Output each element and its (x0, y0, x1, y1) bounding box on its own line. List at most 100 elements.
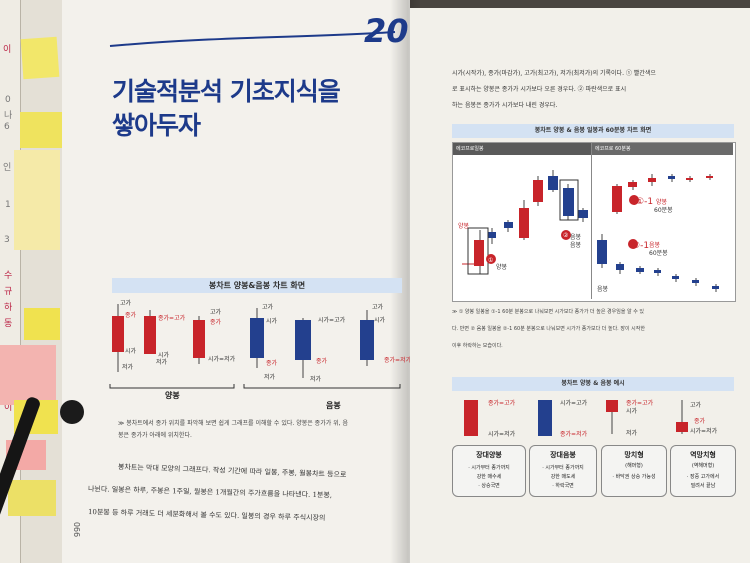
label-open: 시가 (158, 352, 170, 359)
example-top: 시가=고가 (560, 400, 588, 407)
pen-clip-top (60, 400, 84, 424)
example-extra: 종가 (694, 418, 706, 425)
intro-line: 시가(시작가), 종가(마감가), 고가(최고가), 저가(최저가)의 기록이다… (452, 70, 656, 77)
strip-char: 수 (4, 271, 13, 281)
section-band: 봉차트 양봉&음봉 차트 화면 (112, 278, 402, 293)
chart-tag-eum-4: 음봉 (597, 286, 609, 293)
label-high: 고가 (262, 304, 274, 311)
strip-char: 이 (4, 403, 13, 413)
panel-right-label: 에코프로 60분봉 (595, 146, 631, 152)
sticky-note-pale (14, 150, 60, 250)
example-candles (464, 400, 688, 436)
example-desc: · 바닥권 상승 가능성 (612, 474, 656, 480)
candle-eum (250, 318, 264, 358)
chapter-number: 20 (364, 12, 409, 50)
example-title: 장대음봉 (550, 451, 576, 459)
candle-yang (112, 316, 124, 352)
example-desc: · 하락국면 (552, 483, 574, 489)
label-open: 시가 (125, 348, 137, 355)
chart-explain: 다. 반면 ② 음봉 일봉을 ②-1 60분 분봉으로 나눠보면 시가가 종가보… (452, 326, 645, 332)
example-box: 장대음봉 · 시가부터 종가까지 강한 매도세 · 하락국면 (529, 445, 597, 497)
candle-yang (144, 316, 156, 354)
candle-eum (360, 320, 374, 360)
label-close: 종가 (210, 319, 222, 326)
chart-tag-c2: ② (563, 232, 569, 239)
example-sub: (역해머형) (691, 463, 715, 469)
yang-group-label: 양봉 (165, 391, 180, 400)
panel-divider (591, 143, 592, 299)
example-sub: (해머형) (625, 463, 643, 469)
example-box: 역망치형 (역해머형) · 장중 고가에서 밀려서 끝남 (670, 445, 736, 497)
chart-tag-eum: 음봉 (570, 234, 582, 241)
label-close: 종가 (125, 312, 137, 319)
chart-explain: ≫ ① 양봉 일봉을 ①-1 60분 분봉으로 나눠보면 시가보다 종가가 더 … (452, 309, 644, 315)
example-desc: · 상승국면 (478, 483, 500, 489)
label-high: 고가 (372, 304, 384, 311)
strip-char: 하 (4, 303, 13, 313)
example-top: 종가=고가 (626, 400, 654, 407)
label-close: 종가 (266, 360, 278, 367)
intro-line: 하는 음봉은 종가가 시가보다 내린 경우다. (452, 102, 558, 109)
stock-chart-panel (452, 142, 736, 302)
example-desc: 밀려서 끝남 (690, 483, 716, 489)
label-open: 시가 (266, 318, 278, 325)
strip-char: 0 (5, 95, 11, 105)
example-top: 고가 (690, 402, 702, 409)
example-desc: · 시가부터 종가까지 (468, 465, 510, 471)
label-open-eq-low: 시가=저가 (208, 356, 236, 363)
example-bottom: 시가=저가 (690, 428, 718, 435)
candle-yang (193, 320, 205, 358)
label-open: 시가 (374, 317, 386, 324)
sticky-note-yellow (8, 480, 56, 516)
chart-tag-60m-2: 60분봉 (649, 250, 668, 257)
label-close-eq-low: 종가=저가 (384, 357, 412, 364)
strip-char: 3 (4, 235, 10, 245)
panel-header-right (592, 143, 733, 155)
sticky-note-yellow (24, 308, 60, 340)
chart-explain: 이후 하락하는 모습이다. (452, 343, 503, 349)
strip-char: 1 (5, 200, 11, 210)
chart-note-2: 봉은 종가가 아래에 위치한다. (118, 432, 192, 439)
example-extra: 저가 (626, 430, 638, 437)
label-low: 저가 (264, 374, 276, 381)
candle-eum (295, 320, 311, 360)
example-band: 봉차트 양봉 & 음봉 예시 (452, 377, 734, 391)
strip-char: 나 (4, 111, 13, 121)
example-title: 역망치형 (690, 451, 716, 459)
strip-char: 6 (4, 122, 10, 132)
label-low: 저가 (156, 359, 168, 366)
example-box: 장대양봉 · 시가부터 종가까지 강한 매수세 · 상승국면 (452, 445, 526, 497)
page-title-line2: 쌓아두자 (112, 111, 201, 140)
example-title: 망치형 (624, 451, 644, 459)
chart-band: 봉차트 양봉 & 음봉 일봉과 60분봉 차트 화면 (452, 124, 734, 138)
chart-tag-c1-1: ①-1 (636, 197, 654, 207)
label-high: 고가 (210, 309, 222, 316)
example-desc: · 시가부터 종가까지 (542, 465, 584, 471)
candle-diagram (109, 304, 401, 389)
stock-candles (462, 170, 719, 292)
chart-tag-yang: 양봉 (458, 223, 470, 230)
sticky-note-yellow (20, 112, 62, 148)
strip-char: 동 (4, 319, 13, 329)
example-bottom: 시가=저가 (488, 431, 516, 438)
example-desc: · 장중 고가에서 (686, 474, 720, 480)
chart-tag-c1: ① (488, 257, 494, 264)
example-box: 망치형 (해머형) · 바닥권 상승 가능성 (601, 445, 667, 497)
strip-char: 이 (3, 45, 12, 55)
example-desc: 강한 매수세 (476, 474, 502, 480)
label-open-eq-high: 시가=고가 (318, 317, 346, 324)
strip-char: 인 (3, 163, 12, 173)
label-low: 저가 (122, 364, 134, 371)
label-close: 종가 (316, 358, 328, 365)
chart-tag-eum-2: 음봉 (570, 242, 582, 249)
chart-tag-eum-3: 음봉 (649, 242, 661, 249)
example-bottom: 시가 (626, 408, 638, 415)
label-high: 고가 (120, 300, 132, 307)
chart-note: ≫ 봉차트에서 종가 위치를 파악해 보면 쉽게 그래프를 이해할 수 있다. … (118, 420, 348, 427)
eum-group-label: 음봉 (326, 401, 341, 410)
label-low: 저가 (310, 376, 322, 383)
panel-left-label: 에코프로일봉 (456, 146, 484, 152)
strip-char: 규 (4, 287, 13, 297)
panel-header-left (453, 143, 591, 155)
example-top: 종가=고가 (488, 400, 516, 407)
